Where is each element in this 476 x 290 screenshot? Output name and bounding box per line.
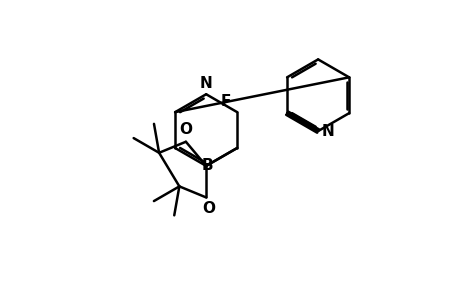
Text: N: N bbox=[199, 76, 212, 91]
Text: N: N bbox=[321, 124, 334, 139]
Text: O: O bbox=[179, 122, 192, 137]
Text: B: B bbox=[201, 158, 212, 173]
Text: O: O bbox=[202, 202, 215, 216]
Text: F: F bbox=[220, 94, 231, 109]
